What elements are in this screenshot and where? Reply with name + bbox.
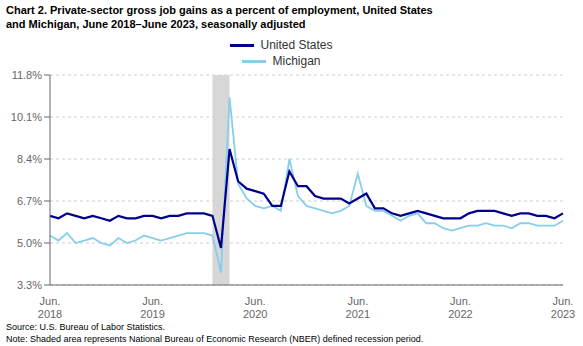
- svg-text:3.3%: 3.3%: [17, 279, 42, 291]
- svg-text:8.4%: 8.4%: [17, 153, 42, 165]
- html-text:Chart 2. Private-sector gross: Chart 2. Private-sector gross job gains …: [6, 4, 433, 30]
- svg-text:5.0%: 5.0%: [17, 237, 42, 249]
- svg-text:Jun.2020: Jun.2020: [243, 295, 267, 319]
- svg-text:Jun.2023: Jun.2023: [551, 295, 575, 319]
- svg-text:6.7%: 6.7%: [17, 195, 42, 207]
- svg-text:Jun.2022: Jun.2022: [448, 295, 472, 319]
- html-text:Source: U.S. Bureau of Labor S: Source: U.S. Bureau of Labor Statistics.…: [6, 322, 424, 344]
- svg-text:Jun.2019: Jun.2019: [140, 295, 164, 319]
- html-text:Michigan: Michigan: [272, 54, 321, 68]
- svg-text:Jun.2021: Jun.2021: [346, 295, 370, 319]
- svg-text:11.8%: 11.8%: [12, 69, 43, 81]
- html-text:United States: United States: [260, 38, 333, 52]
- svg-text:Jun.2018: Jun.2018: [38, 295, 62, 319]
- svg-text:10.1%: 10.1%: [11, 111, 42, 123]
